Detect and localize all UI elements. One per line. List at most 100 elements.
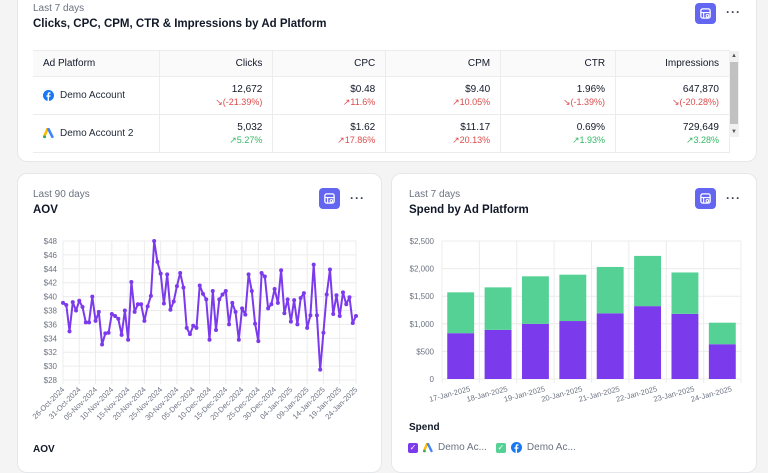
x-tick-label: 22-Jan-2025 (615, 384, 658, 404)
facebook-icon (510, 442, 522, 453)
x-tick-label: 24-Jan-2025 (690, 384, 733, 404)
aov-data-point (214, 327, 219, 332)
spend-stacked-bar-chart: 0 $500 $1,000 $1,500 $2,000 $2,500 17-Jan-2025… (410, 237, 742, 404)
spend-legend-title: Spend (409, 422, 440, 433)
metric-delta: ↗5.27% (229, 135, 263, 145)
aov-data-point (311, 262, 316, 267)
aov-data-point (301, 291, 306, 296)
x-tick-label: 20-Jan-2025 (540, 384, 583, 404)
aov-data-point (187, 332, 192, 337)
cell-cpm: $11.17 ↗20.13% (385, 114, 502, 153)
column-header-ad-platform[interactable]: Ad Platform (33, 50, 161, 77)
metric-delta: ↗17.86% (337, 135, 376, 145)
column-header-clicks[interactable]: Clicks (159, 50, 274, 77)
column-header-impressions[interactable]: Impressions (615, 50, 730, 77)
aov-data-point (298, 295, 303, 300)
aov-data-point (279, 268, 284, 273)
x-tick-label: 19-Jan-2025 (503, 384, 546, 404)
scroll-up-arrow-icon[interactable]: ▲ (731, 53, 737, 59)
table-card-title: Clicks, CPC, CPM, CTR & Impressions by A… (33, 18, 327, 30)
y-tick-label: $28 (44, 376, 58, 385)
spend-more-options-button[interactable]: ··· (726, 191, 741, 205)
column-header-cpm[interactable]: CPM (385, 50, 502, 77)
metric-value: 1.96% (576, 84, 606, 95)
aov-data-point (145, 304, 150, 309)
aov-data-point (132, 309, 137, 314)
metric-delta: ↗1.93% (571, 135, 606, 145)
y-tick-label: $44 (44, 265, 58, 274)
aov-data-point (233, 309, 238, 314)
cell-cpc: $1.62 ↗17.86% (272, 114, 387, 153)
facebook-icon (43, 90, 54, 101)
aov-data-point (227, 322, 232, 327)
metric-value: 647,870 (682, 84, 719, 95)
aov-data-point (142, 318, 147, 323)
metric-value: $11.17 (460, 122, 491, 133)
spend-bar-google (596, 313, 624, 379)
spend-legend: ✓ Demo Ac... ✓ Demo Ac... (408, 442, 580, 453)
y-tick-label: $2,500 (410, 237, 435, 246)
legend-label-facebook[interactable]: Demo Ac... (526, 442, 576, 453)
aov-data-point (305, 325, 310, 330)
aov-data-point (314, 313, 319, 318)
aov-data-point (334, 293, 339, 298)
aov-data-point (266, 306, 271, 311)
spend-bar-google (671, 313, 699, 379)
column-header-cpc[interactable]: CPC (272, 50, 387, 77)
table-row[interactable]: Demo Account 12,672 ↘(-21.39%) $0.48 ↗11.6% $… (33, 76, 730, 115)
table-view-button[interactable] (695, 3, 716, 24)
cell-impressions: 647,870 ↘(-20.28%) (615, 76, 730, 115)
x-tick-label: 23-Jan-2025 (652, 384, 695, 404)
aov-data-point (113, 314, 118, 319)
table-scrollbar[interactable]: ▲ ▼ (729, 51, 739, 137)
aov-data-point (171, 299, 176, 304)
spend-bar-google (634, 306, 662, 379)
legend-checkbox-facebook[interactable]: ✓ (495, 442, 506, 453)
aov-data-point (174, 284, 179, 289)
aov-card: Last 90 days AOV ··· $28 $30 $32 $34 $36 $38 $… (17, 173, 382, 473)
aov-card-subtitle: Last 90 days (33, 189, 90, 200)
table-row[interactable]: Demo Account 2 5,032 ↗5.27% $1.62 ↗17.86% $11… (33, 114, 730, 153)
aov-data-point (158, 271, 163, 276)
aov-data-point (223, 289, 228, 294)
legend-checkbox-google[interactable]: ✓ (408, 442, 418, 453)
metric-delta: ↗10.05% (452, 97, 491, 107)
aov-card-title: AOV (33, 204, 58, 216)
metric-value: $0.48 (350, 84, 376, 95)
aov-data-point (168, 307, 173, 312)
aov-data-point (210, 289, 215, 294)
aov-data-point (318, 367, 323, 372)
legend-label-google[interactable]: Demo Ac... (438, 442, 487, 453)
aov-data-point (70, 300, 75, 305)
aov-data-point (90, 294, 95, 299)
aov-data-point (275, 300, 280, 305)
spend-table-view-button[interactable] (695, 188, 716, 209)
aov-data-point (155, 259, 160, 264)
aov-data-point (129, 280, 134, 285)
aov-more-options-button[interactable]: ··· (350, 191, 365, 205)
aov-data-point (61, 300, 65, 305)
metric-delta: ↗3.28% (685, 135, 719, 145)
table-toggle-icon (700, 193, 711, 204)
aov-data-point (197, 283, 202, 288)
aov-data-point (282, 311, 287, 316)
aov-data-point (217, 297, 222, 302)
y-tick-label: $30 (44, 362, 58, 371)
scroll-thumb[interactable] (730, 62, 738, 124)
spend-bar-google (447, 333, 475, 379)
aov-data-point (259, 270, 264, 275)
metric-value: $9.40 (465, 84, 491, 95)
aov-data-point (200, 291, 205, 296)
metric-delta: ↗11.6% (342, 97, 376, 107)
spend-bar-facebook (447, 292, 475, 334)
spend-bar-facebook (634, 255, 662, 307)
table-more-options-button[interactable]: ··· (726, 5, 741, 19)
scroll-down-arrow-icon[interactable]: ▼ (731, 129, 737, 135)
aov-data-point (220, 292, 225, 297)
aov-data-point (249, 289, 254, 294)
cell-clicks: 12,672 ↘(-21.39%) (159, 76, 274, 115)
aov-table-view-button[interactable] (319, 188, 340, 209)
y-tick-label: $2,000 (410, 265, 435, 274)
metric-value: $1.62 (350, 122, 376, 133)
column-header-ctr[interactable]: CTR (500, 50, 617, 77)
